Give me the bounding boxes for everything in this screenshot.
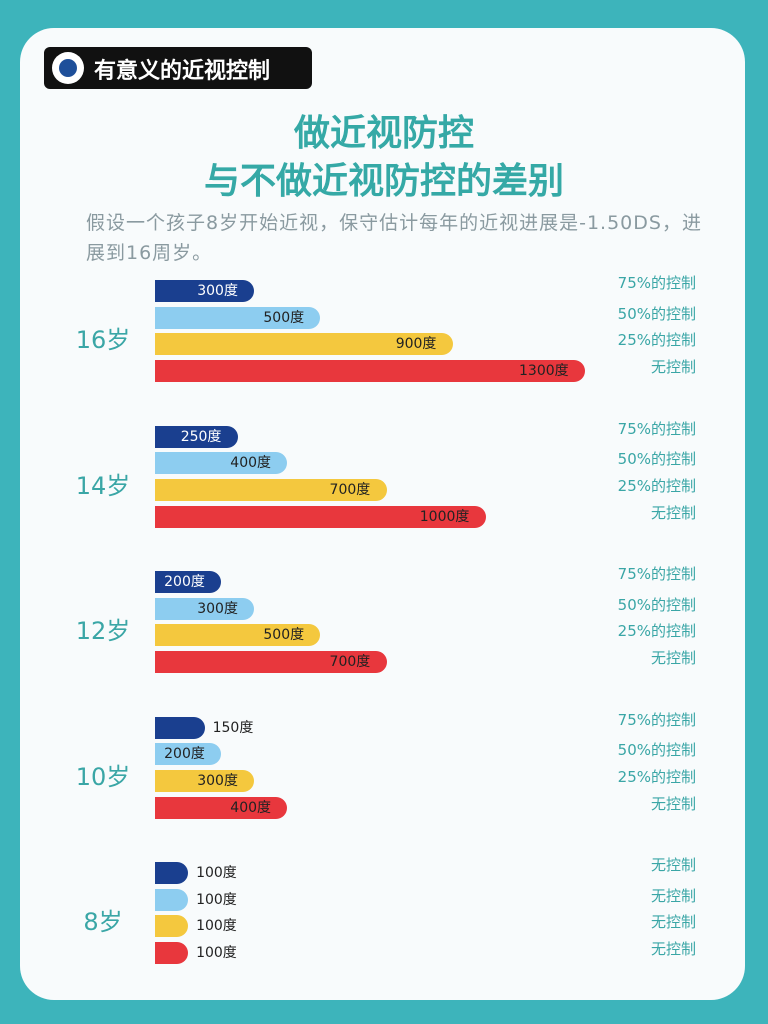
bar [155, 624, 321, 647]
value-label: 500度 [263, 309, 305, 326]
chart-title: 与不做近视防控的差别 [203, 161, 564, 202]
bar [155, 915, 189, 938]
bar-name: 75%的控制 [617, 274, 696, 292]
value-label: 250度 [180, 428, 222, 445]
bar [155, 571, 222, 593]
badge [44, 47, 312, 89]
bar [155, 333, 453, 356]
bar [155, 942, 189, 965]
value-label: 300度 [197, 600, 238, 617]
value-label: 200度 [164, 746, 205, 763]
group-label: 16岁 [75, 326, 131, 354]
bar-name: 25%的控制 [617, 476, 696, 495]
bar [155, 769, 255, 792]
bar [155, 888, 189, 911]
value-label: 1000度 [419, 508, 470, 525]
badge-text: 有意义的近视控制 [94, 59, 271, 84]
value-label: 100度 [196, 945, 237, 962]
bar [155, 743, 222, 766]
bar-name: 75%的控制 [617, 565, 696, 583]
value-label: 500度 [263, 627, 305, 644]
bar-name: 无控制 [650, 794, 696, 813]
bar-name: 无控制 [650, 503, 696, 522]
bar [155, 452, 288, 475]
bar-name: 50%的控制 [617, 304, 696, 323]
value-label: 300度 [197, 772, 238, 789]
value-label: 1300度 [519, 363, 569, 380]
bar-name: 50%的控制 [617, 450, 696, 469]
bar-name: 25%的控制 [617, 331, 696, 350]
bar-name: 无控制 [650, 649, 696, 668]
chart-title: 做近视防控 [293, 113, 474, 154]
bar [155, 651, 387, 674]
group-label: 12岁 [75, 617, 131, 645]
bar-name: 50%的控制 [617, 595, 696, 614]
group-label: 8岁 [83, 908, 123, 936]
bar [155, 796, 288, 819]
value-label: 100度 [196, 891, 237, 908]
value-label: 200度 [164, 574, 205, 590]
group-label: 10岁 [75, 762, 131, 791]
bar [155, 862, 189, 884]
bar-name: 25%的控制 [617, 622, 696, 641]
value-label: 900度 [395, 336, 437, 353]
bar-name: 75%的控制 [617, 710, 696, 729]
bar [155, 505, 486, 528]
group-label: 14岁 [75, 471, 131, 500]
bar-name: 无控制 [650, 913, 696, 932]
bar-name: 无控制 [650, 886, 696, 905]
value-label: 150度 [212, 719, 254, 736]
bar [155, 280, 255, 302]
bar [155, 425, 238, 448]
bar-name: 无控制 [650, 358, 696, 377]
value-label: 700度 [329, 481, 371, 498]
bar-name: 无控制 [650, 940, 696, 959]
value-label: 100度 [196, 918, 237, 935]
bar-name: 50%的控制 [617, 741, 696, 760]
bar [155, 597, 255, 620]
bar-name: 75%的控制 [617, 419, 696, 438]
bar [155, 306, 321, 329]
value-label: 700度 [329, 654, 371, 671]
bar [155, 360, 585, 383]
value-label: 400度 [230, 799, 272, 816]
value-label: 100度 [196, 865, 237, 881]
bar [155, 478, 387, 501]
bar-name: 25%的控制 [617, 767, 696, 786]
bar [155, 716, 205, 739]
chart-subtitle: 假设一个孩子8岁开始近视，保守估计每年的近视进展是-1.50DS，进展到16周岁… [86, 212, 702, 264]
eye-pupil [59, 59, 77, 77]
bar-name: 无控制 [650, 856, 696, 874]
value-label: 300度 [197, 283, 238, 299]
value-label: 400度 [230, 455, 272, 472]
